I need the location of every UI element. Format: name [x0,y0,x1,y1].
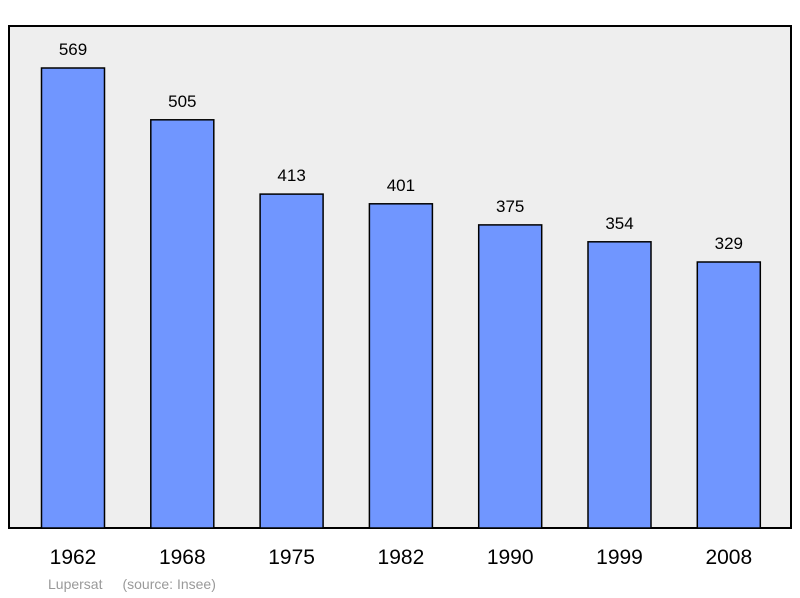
value-label-2008: 329 [715,234,743,253]
caption-place: Lupersat [48,576,103,592]
bar-1962 [40,67,106,529]
tick-label-1982: 1982 [378,546,425,569]
value-label-1962: 569 [59,40,87,59]
tick-label-1999: 1999 [596,546,643,569]
caption-source: (source: Insee) [122,576,215,592]
value-label-1990: 375 [496,197,524,216]
bar-1999 [587,241,652,529]
caption: Lupersat (source: Insee) [48,576,216,592]
value-labels: 569 505 413 401 375 354 329 [59,40,743,253]
tick-label-1968: 1968 [159,546,206,569]
bar-series [40,67,762,529]
tick-label-1962: 1962 [50,546,97,569]
value-label-1975: 413 [277,166,305,185]
tick-label-1975: 1975 [268,546,315,569]
value-label-1982: 401 [387,176,415,195]
value-label-1999: 354 [605,214,633,233]
bar-1990 [477,224,543,529]
bar-1968 [150,119,215,529]
bar-2008 [696,261,762,529]
tick-label-1990: 1990 [487,546,534,569]
bar-1975 [259,193,324,529]
value-label-1968: 505 [168,92,196,111]
bar-1982 [368,203,434,529]
tick-label-2008: 2008 [705,546,752,569]
x-axis-tick-labels: 1962 1968 1975 1982 1990 1999 2008 [50,546,753,569]
